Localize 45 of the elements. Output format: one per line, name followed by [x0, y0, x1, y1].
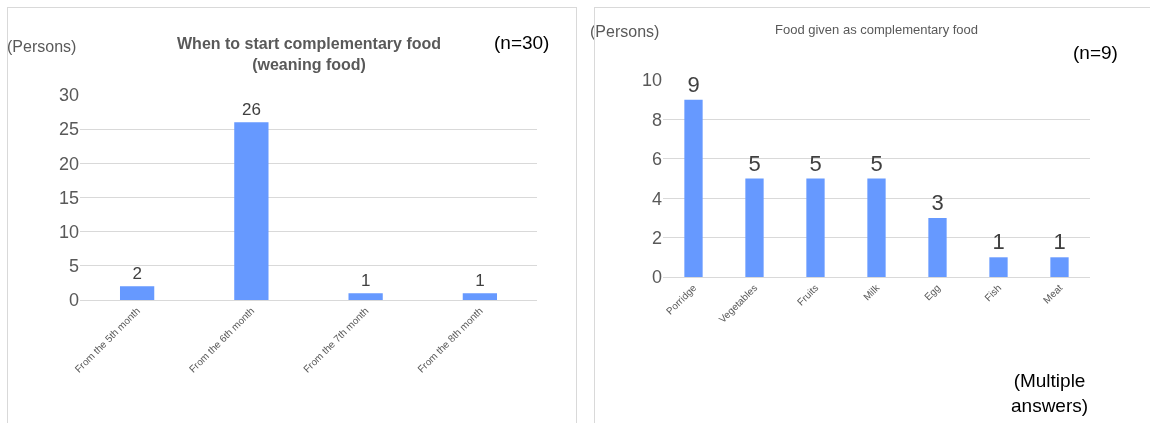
y-tick-label: 8	[651, 109, 662, 130]
data-label: 1	[475, 271, 485, 291]
bar	[989, 257, 1008, 277]
data-label: 1	[360, 271, 371, 291]
bar	[684, 99, 703, 277]
chart-title: When to start complementary food (weaning food)	[177, 35, 442, 73]
bar	[745, 178, 764, 277]
x-tick-label: Fish	[982, 282, 1004, 304]
bar	[806, 178, 825, 277]
y-tick-label: 10	[58, 221, 79, 242]
text: (n=9)	[1073, 42, 1118, 63]
data-label: 9	[687, 71, 700, 97]
data-label: 5	[748, 150, 761, 176]
text: (n=30)	[494, 32, 550, 53]
bar	[867, 178, 886, 277]
bar	[234, 122, 269, 300]
bar	[462, 293, 498, 300]
y-tick-label: 30	[58, 85, 79, 106]
y-tick-label: 6	[651, 149, 662, 170]
y-tick-label: 4	[651, 188, 662, 209]
y-axis-title: (Persons)	[7, 38, 77, 55]
y-tick-label: 0	[651, 267, 662, 288]
text: (Multiple answers)	[1011, 370, 1089, 416]
bar	[928, 217, 947, 277]
y-tick-label: 25	[58, 119, 79, 140]
data-label: 2	[132, 264, 142, 284]
y-tick-label: 0	[68, 290, 79, 311]
data-label: 5	[809, 150, 822, 176]
x-tick-label: Egg	[922, 282, 943, 303]
y-tick-label: 2	[651, 227, 662, 248]
y-tick-label: 10	[641, 70, 662, 91]
bar	[119, 286, 155, 300]
data-label: 3	[931, 189, 944, 215]
bar	[1050, 257, 1069, 277]
chart-title: Food given as complementary food	[775, 22, 979, 37]
data-label: 5	[870, 150, 883, 176]
y-tick-label: 20	[58, 153, 79, 174]
data-label: 26	[241, 100, 261, 120]
y-axis-title: (Persons)	[590, 23, 660, 40]
y-tick-label: 15	[58, 187, 79, 208]
data-label: 1	[1053, 229, 1066, 255]
y-tick-label: 5	[68, 256, 79, 277]
bar	[348, 293, 383, 300]
x-tick-label: Milk	[861, 281, 883, 303]
data-label: 1	[992, 229, 1005, 255]
